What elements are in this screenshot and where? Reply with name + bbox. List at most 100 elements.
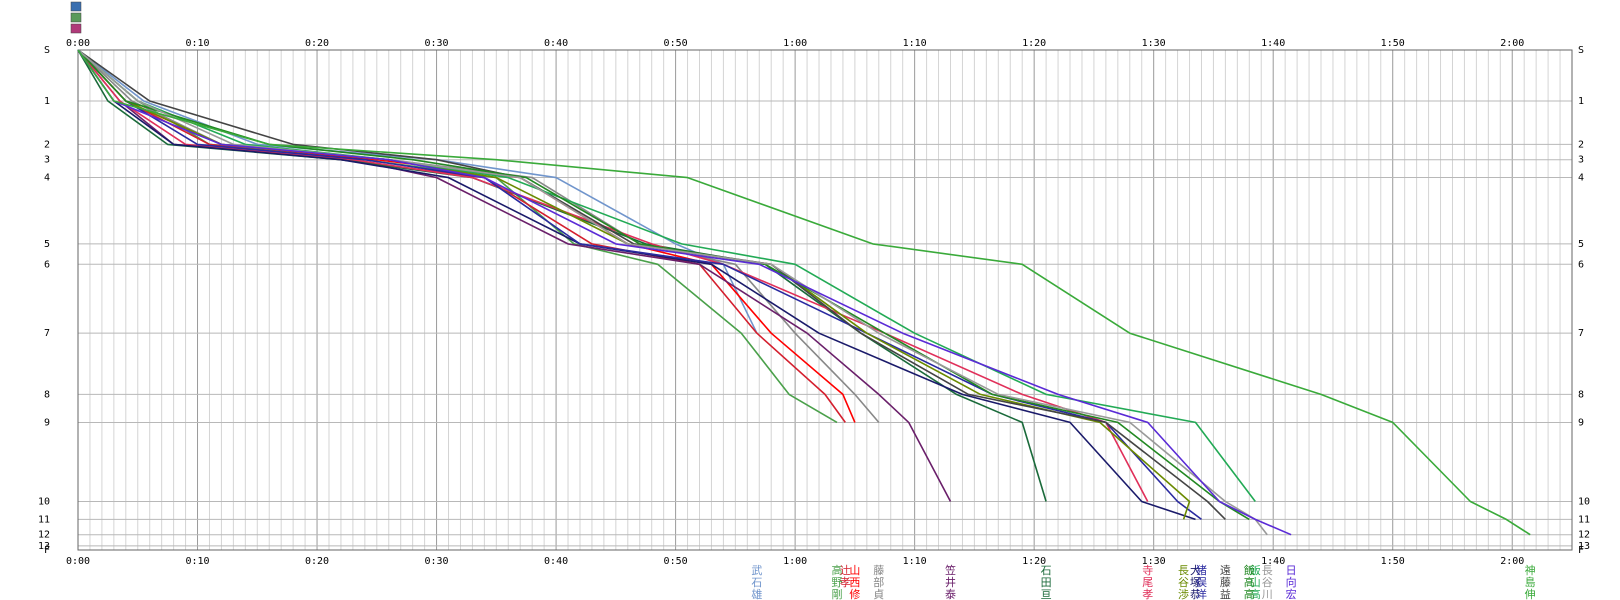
x-tick-label-bottom: 1:30 (1142, 556, 1166, 567)
runner-name-char: 山 (849, 564, 860, 577)
runner-name-char: 孝 (1142, 588, 1153, 600)
runner-name-char: 島 (1525, 575, 1536, 589)
series-line (77, 49, 1047, 502)
runner-name: 山西修 (849, 564, 860, 600)
x-tick-label-top: 1:50 (1381, 38, 1405, 49)
checkpoint-label-right: 13 (1578, 541, 1590, 552)
series-line (77, 49, 1531, 536)
x-tick-label-bottom: 1:10 (903, 556, 927, 567)
x-tick-label-top: 0:20 (305, 38, 329, 49)
checkpoint-label-right: 2 (1578, 139, 1584, 150)
runner-name: 長谷川 (1262, 564, 1273, 600)
runner-name-char: 宏 (1286, 587, 1297, 600)
runner-name-char: 塚 (1190, 576, 1201, 589)
x-tick-label-top: 0:50 (664, 38, 688, 49)
x-tick-label-bottom: 1:20 (1022, 556, 1046, 567)
runner-name-char: 石 (751, 576, 762, 589)
x-tick-label-top: 0:00 (66, 38, 90, 49)
runner-name-char: 長 (1262, 564, 1273, 577)
checkpoint-label-left: 1 (44, 96, 50, 107)
runner-name-char: 亘 (1041, 588, 1052, 600)
runner-name-char: 藤 (1220, 576, 1231, 589)
x-tick-label-top: 1:00 (783, 38, 807, 49)
runner-name: 飯高高 (1244, 563, 1255, 600)
checkpoint-label-right: 1 (1578, 96, 1584, 107)
runner-name: 寺尾孝 (1142, 564, 1153, 600)
runner-name-char: 高 (1244, 575, 1255, 589)
runner-name: 日向宏 (1286, 564, 1297, 600)
runner-name-char: 川 (1262, 588, 1273, 600)
runner-name-char: 笠 (945, 563, 956, 577)
runner-name-char: 俣 (1196, 575, 1207, 589)
plot-frame (77, 49, 1573, 551)
runner-name-char: 泰 (945, 587, 956, 600)
runner-name-char: 寺 (1142, 564, 1153, 577)
checkpoint-label-left: 13 (38, 541, 50, 552)
legend-icon (70, 1, 82, 12)
runner-name-char: 伸 (1525, 588, 1536, 600)
checkpoint-label-left: 8 (44, 389, 50, 400)
runner-name-char: 武 (751, 564, 762, 577)
x-tick-label-bottom: 0:30 (425, 556, 449, 567)
runner-name-char: 谷 (1262, 576, 1273, 589)
runner-name-char: 井 (945, 575, 956, 589)
runner-name-char: 谷 (1178, 576, 1189, 589)
checkpoint-label-left: 2 (44, 139, 50, 150)
checkpoint-label-left: 4 (44, 173, 50, 184)
series-line (77, 49, 880, 423)
checkpoint-label-right: 9 (1578, 417, 1584, 428)
runner-name-char: 修 (849, 587, 860, 600)
runner-name: 遠藤益 (1220, 564, 1231, 600)
runner-name-char: 藤 (873, 564, 884, 577)
checkpoint-label-left: 7 (44, 328, 50, 339)
runner-name-char: 石 (1041, 564, 1052, 577)
series-line (77, 49, 952, 502)
series-line (77, 49, 1202, 521)
x-tick-label-bottom: 1:50 (1381, 556, 1405, 567)
x-tick-label-bottom: 0:40 (544, 556, 568, 567)
runner-name-char: 剛 (831, 588, 842, 600)
x-tick-label-bottom: 0:20 (305, 556, 329, 567)
runner-name-char: 向 (1286, 575, 1297, 589)
series-line (77, 49, 856, 423)
runner-name-char: 飯 (1244, 563, 1255, 577)
runner-name: 猪俣洋 (1196, 564, 1207, 600)
checkpoint-label-right: 8 (1578, 389, 1584, 400)
runner-name-char: 高 (1244, 587, 1255, 600)
runner-name-char: 山 (1250, 576, 1261, 589)
runner-name-char: 田 (1041, 576, 1052, 589)
checkpoint-label-right: F (1578, 545, 1584, 556)
x-tick-label-top: 0:40 (544, 38, 568, 49)
runner-name-char: 孝 (840, 576, 851, 589)
series-line (77, 49, 1268, 536)
runner-name-char: 高 (831, 563, 842, 577)
runner-name-char: 高 (1250, 587, 1261, 600)
runner-name-char: 大 (1190, 563, 1201, 577)
x-tick-label-top: 1:40 (1261, 38, 1285, 49)
runner-name-char: 西 (849, 576, 860, 589)
checkpoint-label-left: 6 (44, 259, 50, 270)
runner-name-char: 尾 (1142, 576, 1153, 589)
checkpoint-label-left: 9 (44, 417, 50, 428)
x-tick-label-top: 2:00 (1500, 38, 1524, 49)
runner-name-char: 日 (1286, 564, 1297, 577)
checkpoint-label-right: 6 (1578, 259, 1584, 270)
legend-icons (70, 1, 82, 34)
series-line (77, 49, 1292, 536)
series-line (77, 49, 758, 334)
checkpoint-label-left: S (44, 45, 50, 56)
axis-layer: 0:00 0:00 0:10 0:10 0:20 0:20 0:30 0:30 0:40 0:40… (38, 38, 1590, 567)
runner-name: 飯山高 (1250, 563, 1261, 600)
runner-name-char: 益 (1220, 587, 1231, 600)
runner-name-char: 長 (1178, 564, 1189, 577)
x-tick-label-top: 0:10 (185, 38, 209, 49)
runner-name: 神島伸 (1525, 563, 1536, 600)
runner-name: 武石雄 (751, 564, 762, 600)
checkpoint-label-left: 12 (38, 530, 50, 541)
series-layer (77, 49, 1531, 536)
x-tick-label-bottom: 1:40 (1261, 556, 1285, 567)
checkpoint-label-right: 10 (1578, 497, 1590, 508)
x-tick-label-bottom: 1:00 (783, 556, 807, 567)
series-line (77, 49, 1196, 521)
series-line (77, 49, 1149, 502)
